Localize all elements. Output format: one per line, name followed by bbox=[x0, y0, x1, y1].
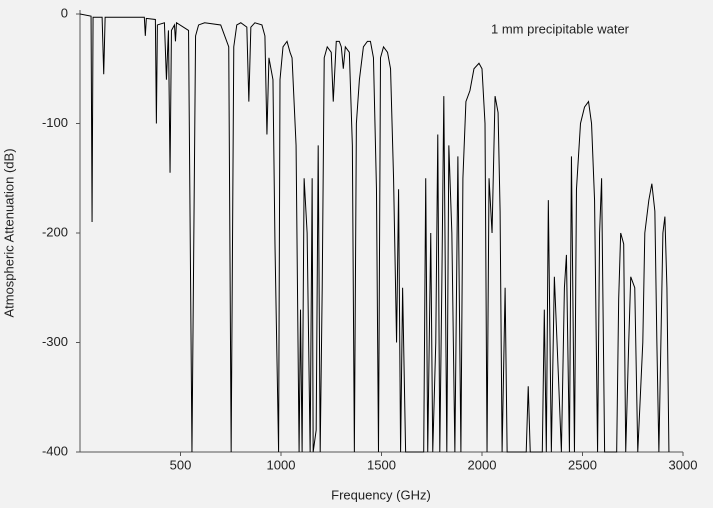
x-tick-label: 1000 bbox=[267, 457, 296, 472]
x-axis-label: Frequency (GHz) bbox=[331, 487, 431, 502]
y-tick-label: -300 bbox=[42, 334, 68, 349]
y-tick-label: 0 bbox=[61, 5, 68, 20]
x-tick-label: 2000 bbox=[468, 457, 497, 472]
attenuation-line bbox=[80, 13, 670, 453]
y-tick-label: -100 bbox=[42, 115, 68, 130]
annotation: 1 mm precipitable water bbox=[491, 21, 630, 36]
x-tick-label: 500 bbox=[170, 457, 192, 472]
x-tick-label: 1500 bbox=[367, 457, 396, 472]
x-tick-label: 2500 bbox=[568, 457, 597, 472]
y-tick-label: -200 bbox=[42, 224, 68, 239]
y-tick-label: -400 bbox=[42, 443, 68, 458]
x-tick-label: 3000 bbox=[669, 457, 698, 472]
y-axis-label: Atmospheric Attenuation (dB) bbox=[1, 148, 16, 317]
